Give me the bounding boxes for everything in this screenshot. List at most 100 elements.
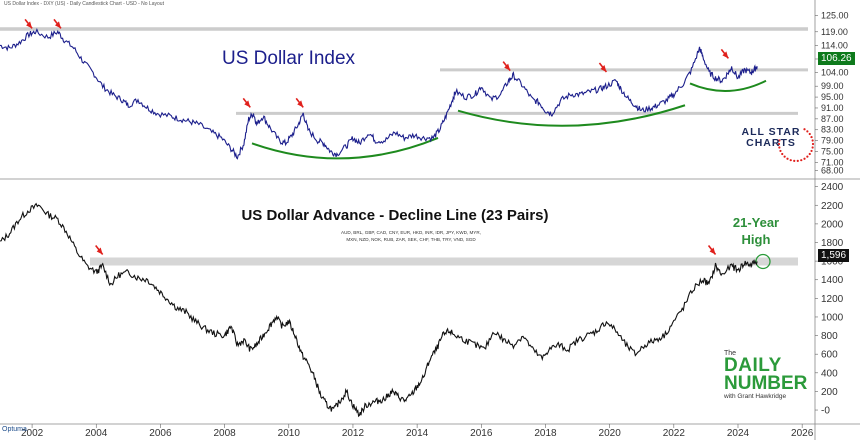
ad-series-line <box>0 202 758 418</box>
logo-dot <box>810 149 813 153</box>
x-tick-label: 2026 <box>791 428 814 439</box>
x-tick-label: 2002 <box>21 428 44 439</box>
ad-line-title: US Dollar Advance - Decline Line (23 Pai… <box>241 207 549 224</box>
logo-dot <box>811 142 815 146</box>
x-tick-label: 2016 <box>470 428 493 439</box>
daily-logo-the: The <box>724 350 737 357</box>
chart-header: US Dollar Index - DXY (US) - Daily Candl… <box>4 1 164 7</box>
dxy-y-tick-label: 68.00 <box>821 166 844 176</box>
red-arrow <box>95 244 104 255</box>
ad-y-tick-label: 2200 <box>821 201 844 212</box>
dxy-y-tick-label: 114.00 <box>821 40 848 50</box>
ad-y-tick-label: 1200 <box>821 294 844 305</box>
red-arrow <box>598 62 608 73</box>
x-tick-label: 2012 <box>342 428 365 439</box>
ad-y-tick-label: 1800 <box>821 238 844 249</box>
highlight-circle <box>755 253 771 270</box>
ad-y-tick-label: 2400 <box>821 182 844 193</box>
dxy-y-tick-label: 87.00 <box>821 114 844 124</box>
logo-dot <box>793 159 796 163</box>
logo-dot <box>786 157 789 160</box>
red-arrow-head <box>26 21 33 29</box>
allstar-charts-logo: ALL STAR CHARTS <box>736 127 806 149</box>
daily-logo-line1: DAILY <box>724 355 782 376</box>
dxy-y-tick-label: 95.00 <box>821 92 844 102</box>
red-arrow <box>242 97 251 108</box>
red-arrows <box>24 18 815 255</box>
red-arrow-head <box>722 51 729 59</box>
x-tick-label: 2008 <box>213 428 236 439</box>
logo-dot <box>808 152 811 156</box>
currency-pairs-line-2: MXN, NZD, NOK, RUB, ZAR, SEK, CHF, THB, … <box>346 237 476 242</box>
x-tick-label: 2014 <box>406 428 429 439</box>
red-arrow-head <box>297 100 304 108</box>
red-arrow-head <box>504 63 511 71</box>
red-arrow-head <box>600 64 607 72</box>
red-arrow <box>502 61 511 72</box>
allstar-logo-line2: CHARTS <box>746 137 796 149</box>
dxy-y-tick-label: 79.00 <box>821 136 844 146</box>
logo-dot <box>811 139 814 142</box>
ad-y-tick-label: 400 <box>821 368 838 379</box>
annotation-21-year: 21-Year <box>732 215 780 230</box>
logo-dot <box>803 157 806 160</box>
x-tick-label: 2024 <box>727 428 750 439</box>
logo-dot <box>811 146 814 149</box>
cup-arc <box>457 104 686 127</box>
x-tick-label: 2018 <box>534 428 557 439</box>
logo-dot <box>806 130 809 133</box>
currency-pairs-line-1: AUD, BRL, GBP, CAD, CNY, EUR, HKD, INR, … <box>341 230 481 235</box>
red-arrow <box>53 18 62 29</box>
dxy-y-tick-label: 75.00 <box>821 147 844 157</box>
annotation-high: High <box>741 232 771 247</box>
logo-dot <box>779 149 782 153</box>
ad-y-tick-label: 2000 <box>821 219 844 230</box>
x-tick-label: 2004 <box>85 428 108 439</box>
red-arrow-head <box>709 247 716 255</box>
ad-resistance-band <box>90 257 798 266</box>
dxy-y-tick-label: 119.00 <box>821 27 848 37</box>
dxy-y-tick-label: 71.00 <box>821 157 844 167</box>
logo-dot <box>781 152 784 156</box>
dxy-y-tick-label: 104.00 <box>821 68 849 78</box>
optuma-logo: Optuma <box>2 426 27 433</box>
red-arrow <box>24 18 33 29</box>
x-tick-label: 2006 <box>149 428 172 439</box>
logo-dot <box>800 159 803 162</box>
dxy-y-tick-label: 125.00 <box>821 10 849 20</box>
logo-dot <box>796 159 799 163</box>
red-arrow-head <box>244 100 251 108</box>
ad-y-tick-label: 800 <box>821 331 838 342</box>
ad-y-tick-label: -0 <box>821 406 830 417</box>
logo-dot <box>808 132 811 136</box>
allstar-logo-line1: ALL STAR <box>741 126 801 138</box>
ad-y-tick-label: 1600 <box>821 257 844 268</box>
daily-number-logo: The DAILY NUMBER with Grant Hawkridge <box>724 350 807 400</box>
dxy-title: US Dollar Index <box>222 48 356 69</box>
x-tick-label: 2022 <box>663 428 686 439</box>
ad-y-tick-label: 600 <box>821 350 838 361</box>
ad-y-tick-label: 1000 <box>821 312 844 323</box>
cup-arcs <box>251 79 771 270</box>
logo-dot <box>778 146 781 149</box>
red-arrow <box>295 97 304 108</box>
cup-arc <box>689 79 767 92</box>
red-arrow <box>707 244 717 255</box>
daily-logo-line2: NUMBER <box>724 373 808 394</box>
ad-y-tick-label: 1400 <box>821 275 844 286</box>
logo-dot <box>778 139 781 142</box>
logo-dot <box>789 159 792 162</box>
dxy-y-tick-label: 91.00 <box>821 103 844 113</box>
dxy-series-line <box>0 27 758 160</box>
cup-arc <box>251 136 439 160</box>
series-lines <box>0 27 758 418</box>
daily-logo-byline: with Grant Hawkridge <box>724 393 787 400</box>
logo-dot <box>777 142 781 146</box>
dxy-y-tick-label: 99.00 <box>821 81 844 91</box>
dxy-y-tick-label: 83.00 <box>821 125 844 135</box>
red-arrow-head <box>96 247 103 255</box>
x-tick-label: 2020 <box>599 428 622 439</box>
red-arrow-head <box>54 21 61 29</box>
